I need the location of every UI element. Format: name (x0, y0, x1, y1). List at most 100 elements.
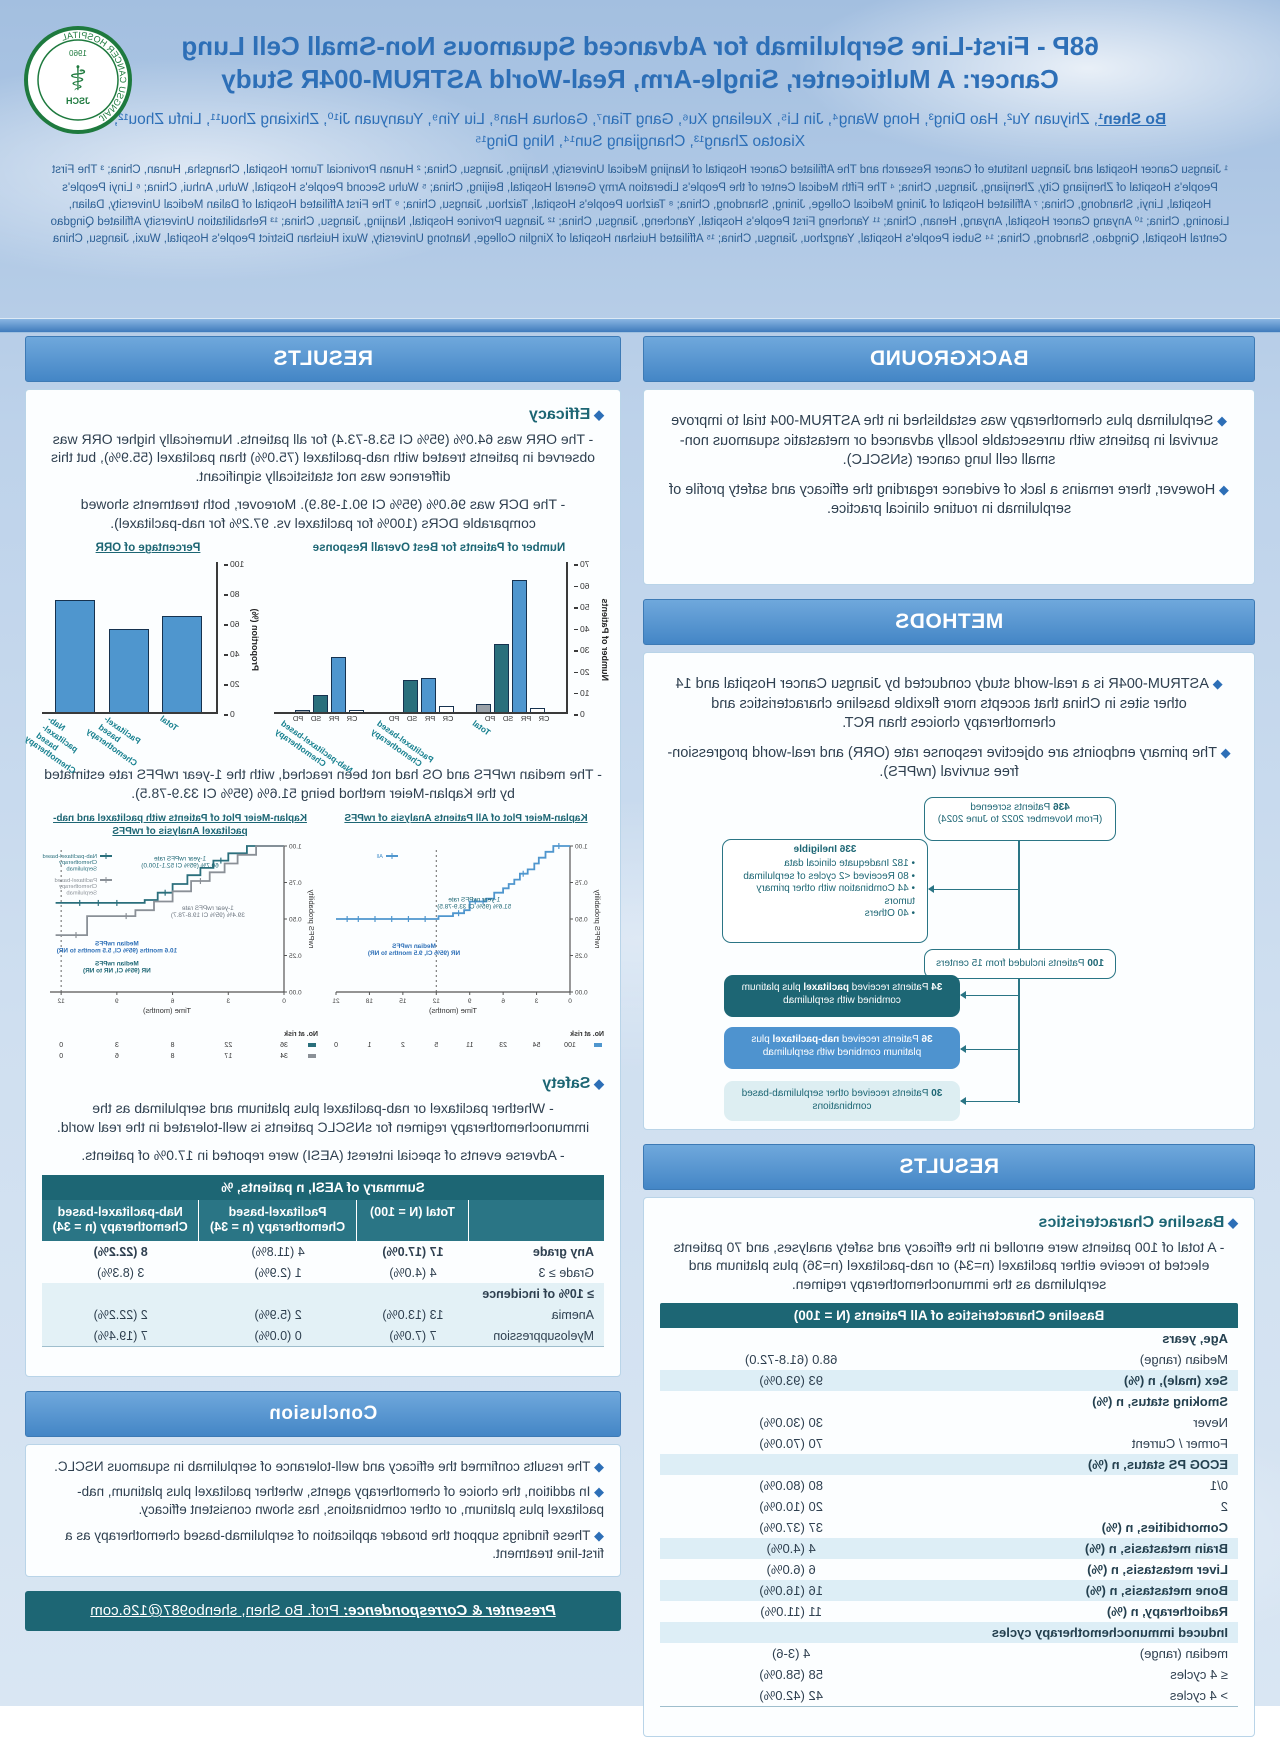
row-value: 4 (3-6) (771, 1646, 811, 1662)
poster-mirrored: JIANGSU CANCER HOSPITAL ⚕ JSCH 1960 68P … (0, 0, 1280, 1706)
table-row: Anemia 13 (13.0%) 2 (5.9%) 2 (22.2%) (42, 1304, 604, 1325)
svg-text:3: 3 (226, 998, 230, 1005)
risk-count: 0 (334, 1042, 338, 1050)
aesi-table-caption: Summary of AESI, n patients, % (42, 1174, 604, 1200)
svg-text:0: 0 (282, 998, 286, 1005)
table-row: 0/1 80 (80.0%) (660, 1475, 1238, 1496)
risk-label: No. at risk (570, 1031, 604, 1039)
flow-box-text: 34 (931, 981, 943, 993)
table-row: Radiotherapy, n (%) 11 (11.0%) (660, 1601, 1238, 1622)
conclusion-bullet: The results confirmed the efficacy and w… (42, 1458, 604, 1476)
table-row: Median (range) 68.0 (61.8-72.0) (660, 1349, 1238, 1370)
table-row: Myelosuppression 7 (7.0%) 0 (0.0%) 7 (19.4%… (42, 1325, 604, 1346)
caduceus-icon: ⚕ (69, 60, 87, 98)
flow-box-text: nab-paclitaxel (772, 1033, 840, 1045)
bar-group (386, 678, 455, 713)
table-row: median (range) 4 (3-6) (660, 1643, 1238, 1664)
response-category-labels: CR PR SD PD (280, 714, 370, 723)
row-label: Induced immunochemotherapy cycles (991, 1625, 1228, 1641)
table-row: 2 20 (10.0%) (660, 1496, 1238, 1517)
section-header-results-baseline: RESULTS (643, 1144, 1255, 1190)
category-label: CR (538, 714, 550, 724)
chart-title: Percentage of ORR (95, 542, 201, 555)
svg-text:0.75: 0.75 (289, 880, 302, 887)
row-value: 70 (70.0%) (759, 1436, 823, 1452)
category-label: PR (328, 714, 340, 724)
risk-count: 34 (280, 1053, 288, 1061)
presenting-author: Bo Shen¹ (1098, 111, 1167, 128)
cell-value: 7 (7.0%) (389, 1328, 437, 1343)
row-label: median (range) (1139, 1646, 1228, 1662)
km-title: Kaplan-Meier Plot of All Patients Analys… (344, 813, 588, 825)
row-value: 11 (11.0%) (760, 1604, 822, 1620)
km-title: Kaplan-Meier Plot of Patients with pacli… (53, 813, 307, 838)
bar (511, 579, 527, 713)
row-label: > 4 cycles (1169, 1688, 1228, 1704)
flow-box-arm-paclitaxel: 34 Patients received paclitaxel plus pla… (724, 974, 960, 1017)
methods-panel: ASTRUM-004R is a real-world study conduc… (643, 652, 1255, 1130)
svg-text:0.00: 0.00 (289, 990, 302, 997)
efficacy-text-rwpfs: - The median rwPFS and OS had not been r… (44, 766, 602, 801)
section-header-methods: METHODS (643, 599, 1255, 645)
risk-count: 23 (499, 1042, 508, 1050)
category-label: PR (520, 714, 532, 724)
svg-text:rwPFS probability: rwPFS probability (307, 890, 316, 949)
row-value (660, 1622, 922, 1643)
cell-value: 0 (0.0%) (254, 1328, 302, 1343)
row-value: 58 (58.0%) (759, 1667, 823, 1683)
cell-value (357, 1283, 469, 1304)
bar (55, 599, 96, 713)
svg-text:All: All (377, 854, 383, 860)
poster-title: 68P - First-Line Serplulimab for Advance… (181, 31, 1099, 94)
row-label: Brain metastasis, n (%) (1084, 1541, 1228, 1557)
table-row: Former / Current 70 (70.0%) (660, 1433, 1238, 1454)
svg-text:6: 6 (501, 998, 505, 1005)
table-row: Brain metastasis, n (%) 4 (4.0%) (660, 1538, 1238, 1560)
svg-text:1.00: 1.00 (575, 844, 588, 851)
row-label: ≤ 4 cycles (1170, 1667, 1228, 1683)
row-label: Any grade (532, 1244, 594, 1259)
row-label: ≥ 10% of incidence (482, 1286, 594, 1301)
cell-value: 2 (22.2%) (93, 1307, 148, 1322)
risk-count: 3 (114, 1042, 119, 1050)
section-header-results: RESULTS (25, 336, 621, 382)
category-label: SD (502, 714, 514, 724)
risk-count: 8 (170, 1053, 175, 1061)
section-header-background: BACKGROUND (643, 336, 1255, 382)
y-tick: 80 (224, 589, 254, 599)
aesi-table: Summary of AESI, n patients, % Total (N … (42, 1174, 604, 1347)
bar-charts-row: Number of Patients for Best Overall Resp… (23, 542, 610, 776)
y-tick: 20 (224, 679, 254, 689)
bar (475, 703, 491, 713)
cell-value (42, 1283, 199, 1304)
baseline-text: - A total of 100 patients were enrolled … (673, 1239, 1225, 1292)
svg-text:0.50: 0.50 (575, 917, 588, 924)
km-plot-svg: 0.00 0.25 0.50 0.75 1.00 0 3 6 9 12 15 18 21 Time (mo… (332, 843, 602, 1015)
safety-text-2: - Adverse events of special interest (AE… (81, 1147, 565, 1164)
category-label: PR (424, 714, 436, 724)
flow-box-screened: 436 Patients screened (From November 202… (924, 796, 1116, 841)
plot (42, 562, 218, 715)
km-plots-row: Kaplan-Meier Plot of All Patients Analys… (42, 812, 604, 1065)
risk-count: 0 (59, 1042, 64, 1050)
svg-text:0.25: 0.25 (575, 953, 588, 960)
header-divider (0, 318, 1280, 333)
flow-ineligible-item: 80 Received <2 cycles of serplulimab (729, 871, 915, 884)
bar (421, 678, 437, 713)
svg-text:0.25: 0.25 (289, 953, 302, 960)
cell-value: 7 (19.4%) (93, 1328, 148, 1343)
background-bullet: Serplulimab plus chemotherapy was establ… (664, 412, 1234, 471)
bar (331, 656, 347, 713)
table-row: Smoking status, n (%) (660, 1391, 1238, 1412)
flow-box-text: Patients received other serplulimab-base… (741, 1087, 932, 1112)
cell-value: 8 (22.2%) (93, 1244, 148, 1259)
risk-series-marker (308, 1043, 316, 1048)
bar (493, 643, 509, 713)
methods-bullet: The primary endpoints are objective resp… (664, 744, 1234, 783)
table-row: Age, years (660, 1328, 1238, 1349)
risk-count: 5 (434, 1042, 439, 1050)
